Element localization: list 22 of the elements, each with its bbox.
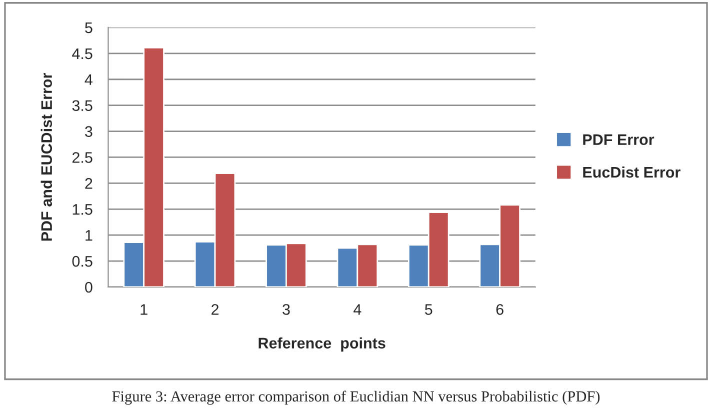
x-tick-label: 2 <box>212 304 219 315</box>
y-tick-label: 4.5 <box>72 48 92 60</box>
y-tick-label: 3 <box>85 126 92 137</box>
y-tick-label: 4 <box>84 74 92 85</box>
x-tick-label: 6 <box>496 304 504 315</box>
x-tick-label: 1 <box>140 304 148 315</box>
x-tick-label: 4 <box>354 304 362 315</box>
y-tick-label: 5 <box>85 22 92 34</box>
y-tick-label: 1 <box>86 230 92 241</box>
y-tick-label: 2.5 <box>72 152 92 163</box>
legend-label: EucDist Error <box>583 166 680 178</box>
y-tick-label: 3.5 <box>72 100 92 112</box>
x-axis-title: Reference points <box>258 337 386 352</box>
legend-label: PDF Error <box>583 134 654 146</box>
y-tick-label: 0.5 <box>72 256 92 267</box>
caption: Figure 3: Average error comparison of Euclidian NN versus Probabilistic (PDF) <box>112 390 600 405</box>
y-axis-title: PDF and EUCDist Error <box>40 73 52 241</box>
x-tick-label: 3 <box>282 304 290 315</box>
x-tick-label: 5 <box>424 304 432 315</box>
y-tick-label: 0 <box>85 282 92 293</box>
y-tick-label: 2 <box>85 178 92 189</box>
y-tick-label: 1.5 <box>72 204 92 215</box>
